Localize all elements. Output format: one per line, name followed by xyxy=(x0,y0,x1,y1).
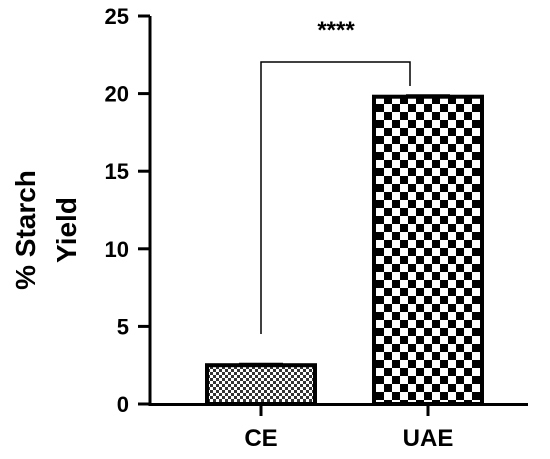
y-tick-label: 10 xyxy=(105,237,129,262)
bars-group xyxy=(205,94,484,407)
y-axis-title: % Starch Yield xyxy=(10,170,82,290)
y-tick-label: 25 xyxy=(105,4,129,29)
y-axis-ticks: 0 5 10 15 20 25 xyxy=(105,4,150,417)
y-axis-title-line-1: % Starch xyxy=(10,170,41,290)
x-tick-label-uae: UAE xyxy=(403,425,454,452)
y-tick-label: 15 xyxy=(105,159,129,184)
x-axis-ticks: CE UAE xyxy=(244,404,453,452)
y-axis-title-line-2: Yield xyxy=(51,197,82,263)
x-tick-label-ce: CE xyxy=(244,425,277,452)
error-bars-group xyxy=(239,94,450,365)
bar-uae xyxy=(372,94,484,406)
y-tick-label: 5 xyxy=(117,314,129,339)
y-tick-label: 0 xyxy=(117,392,129,417)
significance-bracket xyxy=(260,61,411,334)
y-tick-label: 20 xyxy=(105,82,129,107)
significance-label: **** xyxy=(317,17,355,44)
bar-ce xyxy=(205,363,317,407)
